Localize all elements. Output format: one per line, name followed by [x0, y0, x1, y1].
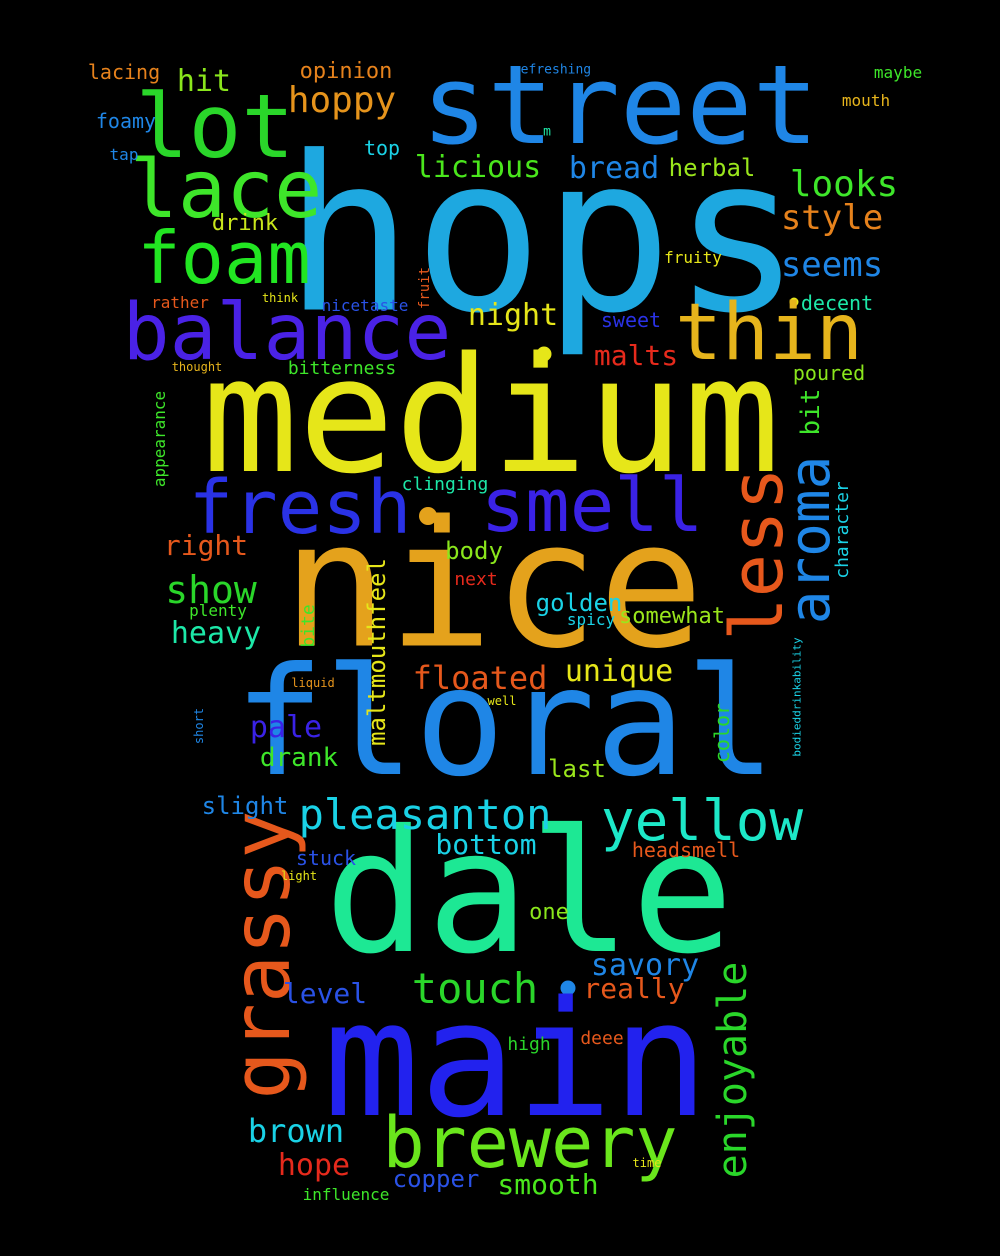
word-headsmell: headsmell [631, 838, 741, 862]
word-decent: decent [800, 291, 874, 315]
word-balance: balance [122, 288, 452, 378]
word-liquid: liquid [291, 676, 335, 690]
word-drank: drank [259, 743, 339, 773]
word-night: night [467, 298, 559, 333]
word-lacing: lacing [87, 60, 161, 84]
word-looks: looks [789, 164, 899, 205]
word-bitterness: bitterness [287, 358, 397, 379]
word-m: m [543, 124, 551, 140]
word-thin: thin [675, 288, 863, 378]
word-hoppy: hoppy [287, 80, 397, 121]
word-deee: deee [580, 1028, 624, 1049]
word-nice: nice [282, 484, 704, 688]
word-touch: touch [411, 964, 539, 1013]
word-well: well [487, 694, 517, 708]
word-stuck: stuck [295, 846, 357, 870]
stray-dot [419, 507, 437, 525]
word-lot: lot [135, 75, 295, 178]
stray-dot [560, 980, 576, 996]
word-maltmouthfeel: maltmouthfeel [363, 558, 391, 746]
word-hops: hops [284, 109, 802, 361]
word-thought: thought [171, 360, 223, 374]
word-level: level [282, 977, 368, 1010]
word-fresh: fresh [188, 465, 412, 551]
word-brown: brown [247, 1112, 345, 1150]
word-smell: smell [480, 463, 704, 549]
word-bread: bread [568, 151, 660, 186]
word-hope: hope [277, 1148, 351, 1183]
word-body: body [445, 537, 503, 565]
word-malts: malts [593, 339, 679, 372]
word-character: character [832, 481, 853, 579]
word-poured: poured [792, 361, 866, 385]
word-high: high [507, 1034, 551, 1055]
word-sweet: sweet [600, 308, 662, 332]
word-color: color [710, 702, 734, 764]
word-mouth: mouth [841, 91, 891, 110]
word-light: light [280, 869, 318, 883]
word-next: next [454, 569, 498, 590]
word-last: last [548, 755, 606, 783]
word-floated: floated [412, 659, 548, 697]
word-fruit: fruit [417, 266, 433, 310]
word-maybe: maybe [873, 63, 923, 82]
word-opinion: opinion [299, 59, 393, 84]
word-clinging: clinging [401, 474, 489, 495]
word-yellow: yellow [600, 789, 804, 854]
word-top: top [363, 136, 401, 160]
word-one: one [529, 900, 569, 925]
word-bodieddrinkability: bodieddrinkability [790, 637, 804, 757]
word-really: really [583, 972, 685, 1005]
word-foam: foam [137, 216, 311, 300]
word-medium: medium [202, 322, 780, 509]
word-refreshing: refreshing [512, 62, 592, 78]
word-golden: golden [535, 589, 623, 617]
word-show: show [165, 568, 257, 612]
word-pleasanton: pleasanton [298, 790, 552, 839]
word-pale: pale [249, 710, 323, 745]
word-main: main [323, 966, 709, 1153]
word-hit: hit [176, 64, 232, 99]
word-somewhat: somewhat [619, 604, 725, 629]
word-heavy: heavy [170, 616, 262, 651]
word-time: time [632, 1156, 662, 1170]
word-licious: licious [414, 150, 542, 185]
word-short: short [192, 707, 206, 745]
word-savory: savory [590, 948, 700, 983]
word-lace: lace [129, 143, 323, 236]
word-herbal: herbal [668, 154, 756, 182]
word-enjoyable: enjoyable [710, 961, 756, 1179]
word-foamy: foamy [95, 109, 157, 133]
word-tap: tap [109, 145, 139, 164]
word-influence: influence [302, 1185, 390, 1204]
word-floral: floral [234, 636, 776, 810]
word-bottom: bottom [435, 828, 537, 861]
word-unique: unique [564, 654, 674, 689]
word-bite: bite [298, 604, 319, 648]
word-slight: slight [201, 792, 289, 820]
word-dale: dale [324, 794, 734, 992]
word-think: think [261, 291, 299, 305]
word-street: street [421, 41, 819, 169]
word-appearance: appearance [150, 390, 169, 488]
word-smooth: smooth [497, 1168, 599, 1201]
word-brewery: brewery [382, 1102, 678, 1184]
word-copper: copper [392, 1165, 480, 1193]
word-grassy: grassy [215, 810, 308, 1100]
word-fruity: fruity [664, 248, 722, 267]
stray-dot [789, 297, 799, 307]
word-seems: seems [780, 245, 884, 285]
word-bit: bit [796, 388, 826, 436]
word-spicy: spicy [566, 610, 616, 629]
word-nicetaste: nicetaste [321, 296, 409, 315]
word-aroma: aroma [778, 455, 843, 625]
word-drink: drink [211, 211, 279, 236]
word-rather: rather [151, 293, 209, 312]
word-right: right [163, 529, 249, 562]
word-style: style [780, 198, 884, 238]
word-plenty: plenty [189, 601, 247, 620]
stray-dot [536, 346, 552, 362]
